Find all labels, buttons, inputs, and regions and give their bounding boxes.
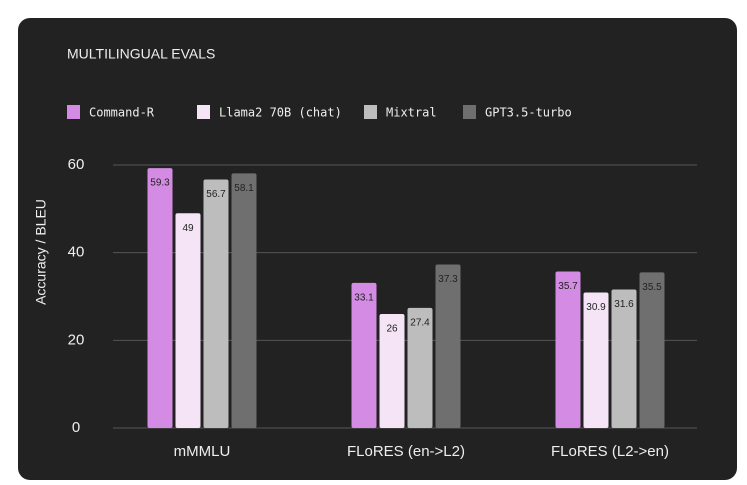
bar	[231, 173, 257, 428]
legend-label: GPT3.5-turbo	[485, 106, 572, 120]
bar	[379, 314, 405, 428]
y-tick-label: 0	[72, 419, 80, 436]
x-tick-label: FLoRES (L2->en)	[551, 443, 669, 460]
value-label: 56.7	[206, 189, 226, 200]
value-label: 58.1	[234, 183, 254, 194]
legend-label: Mixtral	[386, 106, 437, 120]
value-label: 33.1	[354, 293, 374, 304]
bar	[611, 289, 637, 428]
legend-swatch	[463, 105, 476, 119]
value-label: 59.3	[150, 178, 170, 189]
legend-label: Llama2 70B (chat)	[219, 106, 342, 120]
y-tick-label: 20	[68, 331, 85, 348]
value-label: 31.6	[614, 299, 634, 310]
y-tick-label: 40	[68, 244, 85, 261]
y-axis-label: Accuracy / BLEU	[33, 199, 49, 305]
value-label: 27.4	[410, 318, 430, 329]
x-tick-label: FLoRES (en->L2)	[347, 443, 465, 460]
bar	[203, 179, 229, 428]
legend-swatch	[197, 105, 210, 119]
bar	[435, 264, 461, 428]
value-label: 30.9	[586, 302, 606, 313]
y-tick-label: 60	[68, 156, 85, 173]
bar	[555, 271, 581, 428]
value-label: 35.7	[558, 281, 578, 292]
bar	[583, 292, 609, 428]
bar	[407, 307, 433, 428]
bar	[639, 272, 665, 428]
bar	[351, 282, 377, 428]
value-label: 37.3	[438, 274, 458, 285]
value-label: 35.5	[642, 282, 662, 293]
x-tick-label: mMMLU	[174, 443, 231, 460]
legend-label: Command-R	[89, 106, 155, 120]
value-label: 49	[182, 223, 194, 234]
legend-swatch	[364, 105, 377, 119]
chart-title: MULTILINGUAL EVALS	[67, 46, 215, 62]
legend-swatch	[67, 105, 80, 119]
bar	[175, 213, 201, 428]
value-label: 26	[386, 324, 398, 335]
bar	[147, 168, 173, 428]
